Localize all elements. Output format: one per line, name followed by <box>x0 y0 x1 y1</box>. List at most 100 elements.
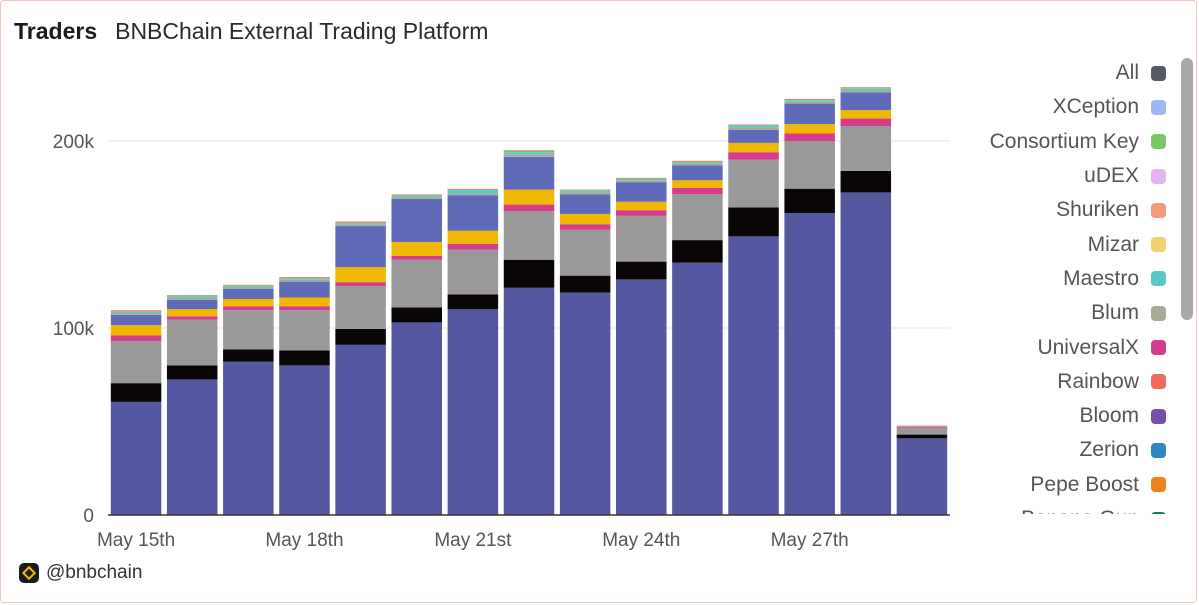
bar-segment <box>447 309 499 515</box>
y-tick-label: 200k <box>53 132 95 153</box>
legend-item[interactable]: Banana Gun <box>960 502 1170 514</box>
bar-segment <box>840 170 892 193</box>
bar-segment <box>896 425 948 427</box>
legend-swatch <box>1151 511 1166 514</box>
bar-segment <box>110 313 162 315</box>
bar-segment <box>784 101 835 104</box>
x-tick-label: May 27th <box>771 530 849 551</box>
legend-item[interactable]: Pepe Boost <box>960 468 1170 502</box>
legend-item[interactable]: Zerion <box>960 433 1170 467</box>
bar-segment <box>110 325 162 336</box>
bar-segment <box>616 177 667 179</box>
bar-segment <box>840 88 892 91</box>
bar-segment <box>335 224 386 227</box>
bar-segment <box>110 383 162 402</box>
bar-segment <box>672 187 723 195</box>
bar-segment <box>447 243 499 250</box>
legend-swatch <box>1151 237 1166 253</box>
legend-item[interactable]: uDEX <box>960 159 1170 193</box>
bar-segment <box>896 428 948 435</box>
bar-segment <box>447 189 499 190</box>
bar-segment <box>672 262 723 515</box>
legend-label: XCeption <box>1052 95 1139 119</box>
legend-item[interactable]: Maestro <box>960 262 1170 296</box>
bar-segment <box>896 427 948 429</box>
bar-segment <box>110 335 162 342</box>
bar-segment <box>503 211 555 260</box>
legend-label: uDEX <box>1084 164 1139 188</box>
legend-item[interactable]: All <box>960 56 1170 90</box>
chart-header: Traders BNBChain External Trading Platfo… <box>14 18 488 45</box>
legend-swatch <box>1151 65 1166 81</box>
bar-segment <box>279 277 330 279</box>
bar-segment <box>391 194 442 196</box>
legend-item[interactable]: Bloom <box>960 399 1170 433</box>
bar-segment <box>166 319 218 366</box>
bar-segment <box>784 103 835 125</box>
legend-swatch <box>1151 202 1166 218</box>
bar-segment <box>447 193 499 196</box>
bar-segment <box>784 124 835 134</box>
bar-segment <box>672 160 723 162</box>
bar-segment <box>728 207 779 237</box>
bar-segment <box>728 129 779 143</box>
legend-item[interactable]: Consortium Key <box>960 125 1170 159</box>
bar-segment <box>616 178 667 179</box>
bar-segment <box>166 379 218 515</box>
bar-segment <box>335 285 386 329</box>
legend: All XCeption Consortium Key uDEX Shuriken Miz… <box>960 56 1170 514</box>
bar-segment <box>279 310 330 351</box>
bar-segment <box>335 221 386 223</box>
bar-segment <box>166 295 218 296</box>
bar-segment <box>503 204 555 212</box>
bar-segment <box>784 98 835 100</box>
legend-label: All <box>1115 61 1139 85</box>
bar-segment <box>616 178 667 181</box>
bar-segment <box>335 222 386 224</box>
bar-segment <box>672 163 723 166</box>
bar-segment <box>391 307 442 323</box>
bar-segment <box>559 190 611 193</box>
bar-segment <box>166 299 218 310</box>
bar-segment <box>503 189 555 205</box>
bar-segment <box>672 194 723 241</box>
legend-item[interactable]: XCeption <box>960 90 1170 124</box>
bar-segment <box>784 188 835 213</box>
bar-segment <box>447 294 499 310</box>
bar-segment <box>728 142 779 153</box>
bar-segment <box>503 150 555 151</box>
bar-segment <box>223 361 274 515</box>
legend-label: Maestro <box>1063 266 1139 290</box>
bar-segment <box>279 365 330 515</box>
bar-segment <box>840 90 892 93</box>
bar-segment <box>896 426 948 428</box>
legend-item[interactable]: Rainbow <box>960 365 1170 399</box>
legend-swatch <box>1151 134 1166 150</box>
legend-item[interactable]: Mizar <box>960 227 1170 261</box>
bar-segment <box>279 297 330 307</box>
bar-segment <box>728 236 779 515</box>
bar-segment <box>166 297 218 300</box>
bar-segment <box>223 284 274 286</box>
bar-segment <box>559 292 611 515</box>
x-tick-label: May 21st <box>434 530 512 551</box>
bar-segment <box>110 341 162 384</box>
bar-segment <box>616 210 667 216</box>
bar-segment <box>784 100 835 102</box>
chart-title: Traders <box>14 18 98 44</box>
legend-swatch <box>1151 477 1166 493</box>
legend-swatch <box>1151 340 1166 356</box>
legend-item[interactable]: Shuriken <box>960 193 1170 227</box>
y-tick-label: 100k <box>53 319 95 340</box>
legend-scrollbar[interactable] <box>1181 58 1193 320</box>
legend-item[interactable]: UniversalX <box>960 330 1170 364</box>
legend-label: Banana Gun <box>1021 507 1139 514</box>
bar-segment <box>110 310 162 312</box>
bar-segment <box>391 197 442 199</box>
bar-segment <box>840 192 892 516</box>
legend-label: Mizar <box>1087 232 1139 256</box>
legend-item[interactable]: Blum <box>960 296 1170 330</box>
bar-segment <box>840 87 892 89</box>
legend-label: UniversalX <box>1037 335 1139 359</box>
